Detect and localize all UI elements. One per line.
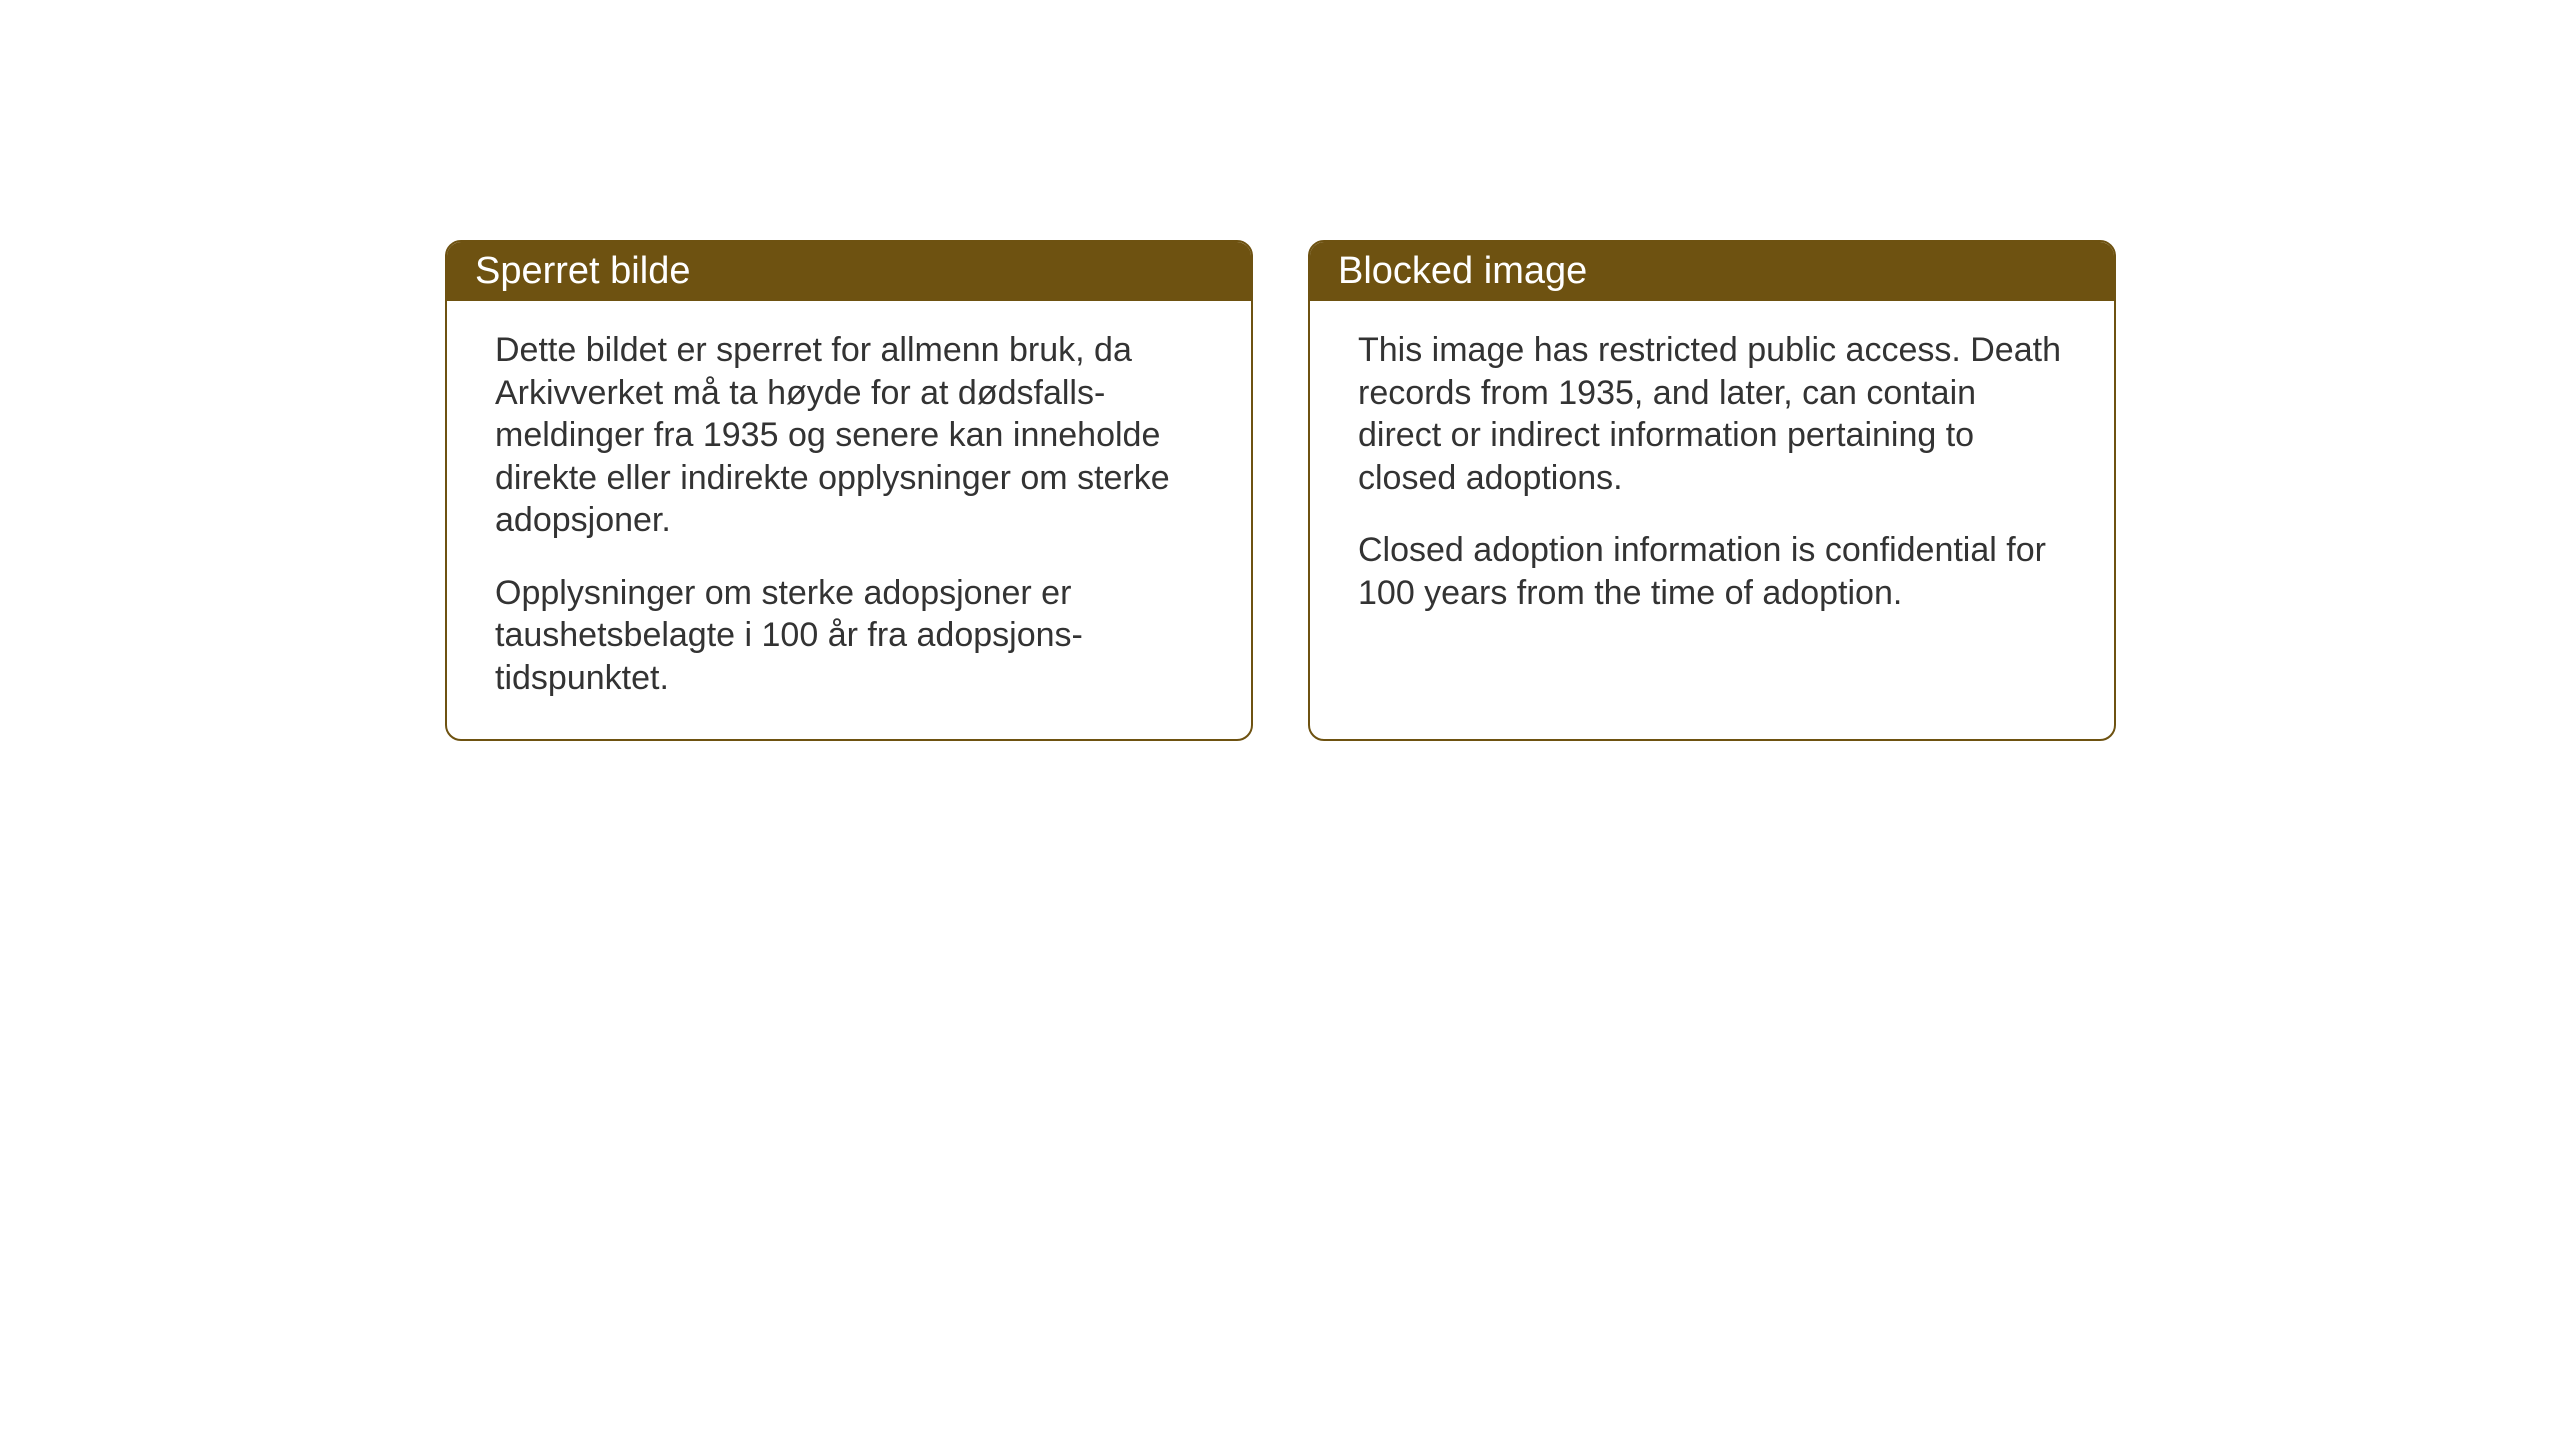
info-cards-container: Sperret bilde Dette bildet er sperret fo… — [445, 240, 2116, 741]
info-card-norwegian: Sperret bilde Dette bildet er sperret fo… — [445, 240, 1253, 741]
card-body-norwegian: Dette bildet er sperret for allmenn bruk… — [447, 301, 1251, 739]
card-header-english: Blocked image — [1310, 242, 2114, 301]
card-paragraph: Closed adoption information is confident… — [1358, 529, 2066, 614]
card-header-norwegian: Sperret bilde — [447, 242, 1251, 301]
card-title: Sperret bilde — [475, 250, 690, 292]
card-body-english: This image has restricted public access.… — [1310, 301, 2114, 654]
info-card-english: Blocked image This image has restricted … — [1308, 240, 2116, 741]
card-paragraph: Dette bildet er sperret for allmenn bruk… — [495, 329, 1203, 542]
card-paragraph: Opplysninger om sterke adopsjoner er tau… — [495, 572, 1203, 700]
card-paragraph: This image has restricted public access.… — [1358, 329, 2066, 499]
card-title: Blocked image — [1338, 250, 1587, 292]
